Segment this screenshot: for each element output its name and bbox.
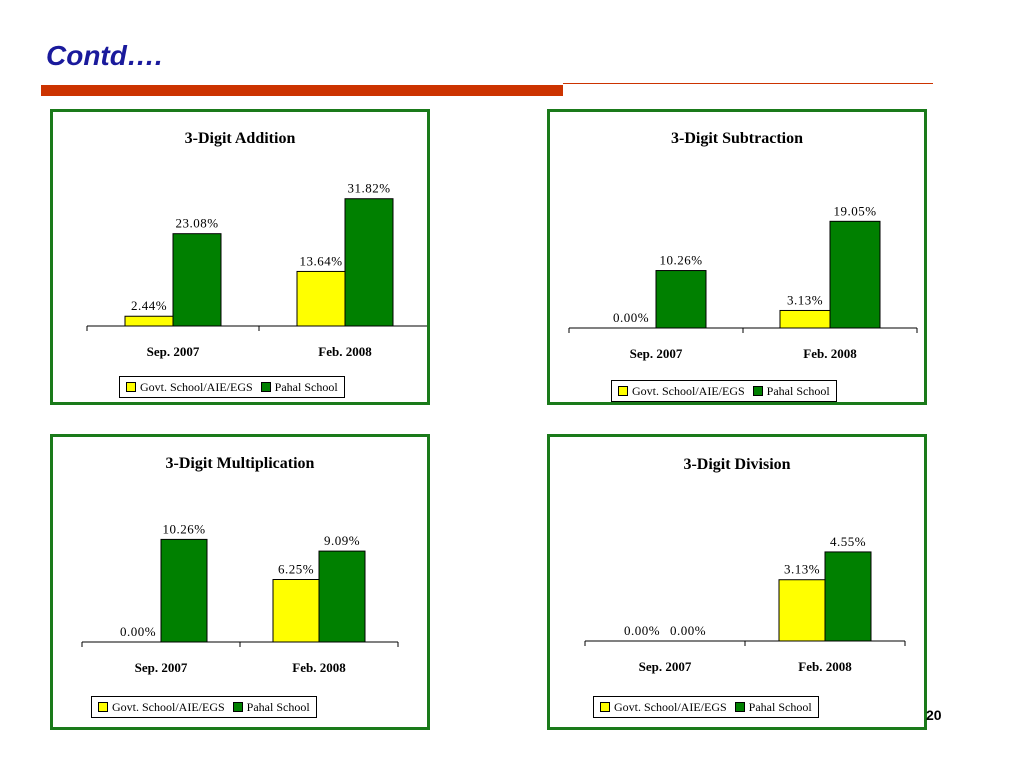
x-tick-label: Feb. 2008 [318, 344, 372, 359]
legend-swatch-yellow [126, 382, 136, 392]
legend-label: Pahal School [766, 383, 830, 398]
bar-pahal [829, 220, 881, 329]
legend-swatch-green [232, 702, 243, 712]
data-label: 9.09% [324, 533, 360, 548]
x-tick-label: Sep. 2007 [147, 344, 200, 359]
bar-pahal [824, 551, 872, 642]
legend-label: Govt. School/AIE/EGS [614, 699, 727, 714]
page-number: 20 [926, 707, 942, 723]
chart-panel-subtraction: 3-Digit Subtraction 0.00% 10.26% Sep. 2007… [547, 109, 927, 405]
legend-label: Govt. School/AIE/EGS [140, 379, 253, 394]
title-underline-thin [563, 83, 933, 84]
data-label: 0.00% [120, 624, 156, 639]
chart-legend: Govt. School/AIE/EGS Pahal School [593, 696, 819, 718]
legend-item-pahal: Pahal School [232, 699, 310, 715]
data-label: 0.00% [670, 623, 706, 638]
chart-panel-multiplication: 3-Digit Multiplication 0.00% 10.26% Sep. 2… [50, 434, 430, 730]
bar-govt [296, 270, 346, 327]
legend-label: Pahal School [274, 379, 338, 394]
legend-label: Govt. School/AIE/EGS [112, 699, 225, 714]
legend-swatch-yellow [600, 702, 610, 712]
data-label: 2.44% [131, 298, 167, 313]
data-label: 0.00% [624, 623, 660, 638]
data-label: 19.05% [833, 203, 876, 218]
legend-label: Pahal School [246, 699, 310, 714]
legend-item-govt: Govt. School/AIE/EGS [126, 380, 253, 395]
x-tick-label: Feb. 2008 [803, 346, 857, 361]
bar-pahal [344, 198, 394, 327]
chart-title: 3-Digit Division [683, 456, 791, 473]
data-label: 3.13% [784, 562, 820, 577]
legend-swatch-yellow [618, 386, 628, 396]
bar-govt [779, 309, 831, 329]
legend-label: Govt. School/AIE/EGS [632, 383, 745, 398]
legend-item-govt: Govt. School/AIE/EGS [98, 700, 225, 715]
bar-chart-division: 0.00% 0.00% Sep. 2007 3.13% 4.55% Feb. 2008 [584, 534, 906, 674]
legend-swatch-yellow [98, 702, 108, 712]
x-tick-label: Sep. 2007 [630, 346, 683, 361]
bar-chart-subtraction: 0.00% 10.26% Sep. 2007 3.13% 19.05% Feb. 2008 [568, 203, 918, 361]
legend-item-govt: Govt. School/AIE/EGS [600, 700, 727, 715]
bar-pahal [160, 538, 208, 643]
chart-title: 3-Digit Addition [184, 130, 296, 147]
legend-label: Pahal School [748, 699, 812, 714]
bar-govt [272, 579, 320, 643]
chart-legend: Govt. School/AIE/EGS Pahal School [91, 696, 317, 718]
data-label: 6.25% [278, 562, 314, 577]
chart-title: 3-Digit Subtraction [671, 130, 803, 147]
bar-pahal [655, 270, 707, 329]
bar-chart-multiplication: 0.00% 10.26% Sep. 2007 6.25% 9.09% Feb. 2008 [81, 521, 399, 675]
title-underline-thick [41, 85, 563, 96]
data-label: 4.55% [830, 534, 866, 549]
chart-panel-addition: 3-Digit Addition 2.44% 23.08% Sep. 2007 13.… [50, 109, 430, 405]
data-label: 10.26% [162, 521, 205, 536]
legend-item-govt: Govt. School/AIE/EGS [618, 384, 745, 399]
x-tick-label: Feb. 2008 [798, 659, 852, 674]
data-label: 3.13% [787, 292, 823, 307]
data-label: 0.00% [613, 310, 649, 325]
chart-legend: Govt. School/AIE/EGS Pahal School [119, 376, 345, 398]
x-tick-label: Sep. 2007 [639, 659, 692, 674]
legend-swatch-green [260, 382, 271, 392]
bar-pahal [172, 233, 222, 327]
x-tick-label: Sep. 2007 [135, 660, 188, 675]
bar-chart-addition: 2.44% 23.08% Sep. 2007 13.64% 31.82% Feb. 200… [86, 181, 427, 359]
legend-swatch-green [752, 386, 763, 396]
slide-title: Contd…. [46, 40, 163, 71]
legend-item-pahal: Pahal School [260, 379, 338, 395]
chart-panel-division: 3-Digit Division 0.00% 0.00% Sep. 2007 3.13… [547, 434, 927, 730]
bar-govt [124, 315, 174, 327]
bar-govt [778, 579, 826, 642]
legend-item-pahal: Pahal School [752, 383, 830, 399]
chart-legend: Govt. School/AIE/EGS Pahal School [611, 380, 837, 402]
legend-swatch-green [734, 702, 745, 712]
data-label: 31.82% [347, 181, 390, 196]
bar-pahal [318, 550, 366, 643]
x-tick-label: Feb. 2008 [292, 660, 346, 675]
legend-item-pahal: Pahal School [734, 699, 812, 715]
data-label: 23.08% [175, 216, 218, 231]
data-label: 10.26% [659, 253, 702, 268]
data-label: 13.64% [299, 253, 342, 268]
chart-title: 3-Digit Multiplication [165, 455, 315, 472]
